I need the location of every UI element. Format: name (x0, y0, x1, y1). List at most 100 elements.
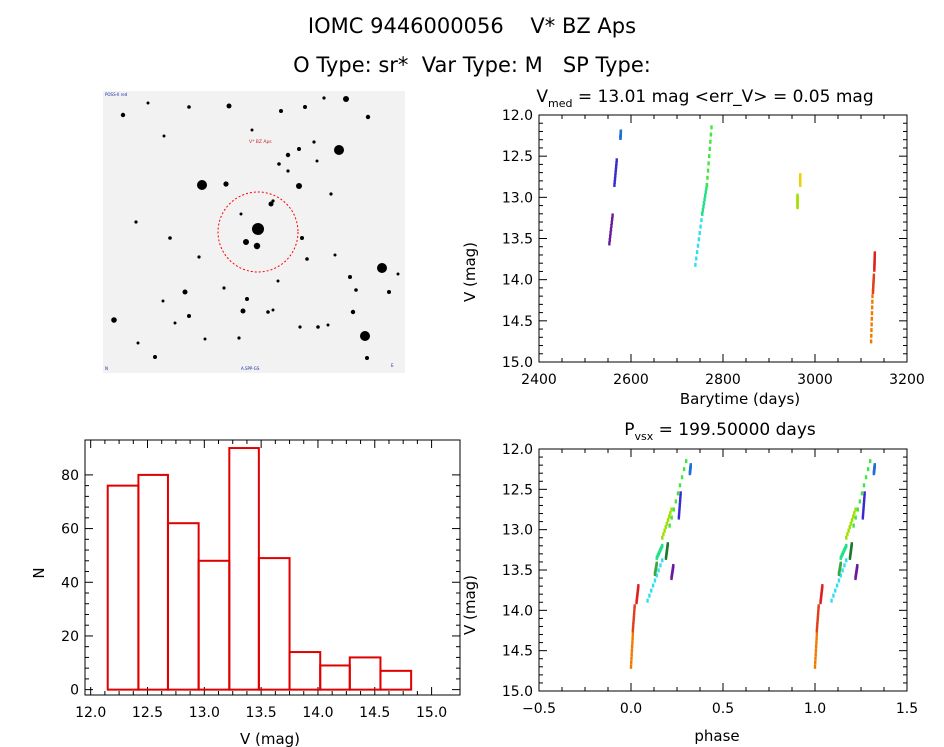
light-curve-title-sub: med (548, 97, 572, 110)
ph-point (851, 514, 855, 519)
ph-point (845, 558, 848, 563)
hist-frame (84, 439, 461, 696)
phased-curve-plot: −0.5 0.0 0.5 1.0 1.5 12.0 12.5 13.0 13.5 14.0 14.5… (502, 442, 918, 717)
lc-point (873, 257, 876, 262)
ph-point (637, 584, 640, 589)
ph-point (821, 584, 824, 589)
ph-point (630, 644, 634, 649)
lc-point (709, 139, 712, 144)
histogram-chart: 12.0 12.5 13.0 13.5 14.0 14.5 15.0 0 20 40 60 80 V … (30, 439, 461, 747)
ph-point (814, 644, 818, 649)
ph-point (815, 625, 819, 630)
ph-point (662, 532, 665, 537)
ph-point (843, 563, 846, 568)
lc-point (703, 193, 707, 198)
lc-point (609, 230, 612, 235)
lc-point (700, 218, 703, 223)
lc-point (871, 285, 875, 290)
ph-point (630, 656, 633, 661)
ph-point (689, 463, 692, 468)
ph-xtick-label: 0.5 (712, 701, 734, 717)
lc-ytick-label: 12.0 (502, 108, 533, 124)
ph-point (657, 568, 660, 573)
ph-point (633, 604, 636, 609)
lc-point (870, 328, 873, 333)
ph-point (832, 593, 835, 598)
ph-point (632, 613, 636, 618)
ph-xtick-label: 1.0 (804, 701, 826, 717)
lc-point (695, 256, 698, 261)
lc-point (614, 173, 617, 178)
histogram-bar (106, 484, 140, 691)
lc-ytick-label: 15.0 (502, 355, 533, 371)
ph-point (858, 499, 862, 504)
histogram-bar (197, 559, 231, 691)
ph-point (666, 518, 670, 523)
ph-point (856, 563, 859, 568)
ph-point (632, 619, 635, 624)
ph-point (631, 632, 635, 637)
histogram-ylabel: N (30, 567, 48, 578)
histogram-plot: 12.0 12.5 13.0 13.5 14.0 14.5 15.0 0 20 40 60 80 (61, 439, 461, 721)
lc-point (609, 227, 613, 232)
ph-point (666, 542, 669, 547)
ph-point (845, 543, 848, 548)
lc-point (608, 237, 611, 242)
ph-point (816, 616, 819, 621)
lc-point (705, 186, 708, 191)
ph-point (679, 491, 682, 496)
lc-point (872, 273, 876, 278)
ph-point (837, 578, 841, 583)
lc-point (873, 251, 876, 256)
ph-point (815, 636, 818, 641)
hist-ytick-label: 60 (61, 522, 79, 538)
lc-point (608, 234, 612, 239)
lc-point (870, 311, 874, 316)
histogram-bar (166, 522, 200, 691)
lc-xtick-label: 2600 (613, 372, 649, 388)
lc-point (799, 173, 802, 178)
ph-point (676, 491, 680, 496)
lc-point (613, 176, 617, 181)
ph-point (819, 598, 822, 603)
ph-point (864, 475, 868, 480)
lc-point (610, 223, 613, 228)
ph-point (677, 515, 681, 520)
lc-point (869, 339, 873, 344)
ph-point (846, 532, 849, 537)
sky-stars (111, 96, 400, 360)
ph-point (866, 467, 870, 472)
lc-point (706, 168, 710, 173)
lc-ytick-label: 14.5 (502, 314, 533, 330)
sky-image: POSS-II red V* BZ Aps A.SPP-GS N E (103, 91, 405, 373)
ph-point (830, 598, 833, 603)
ph-point (631, 636, 634, 641)
ph-point (862, 503, 865, 508)
ph-ytick-label: 15.0 (502, 684, 533, 700)
ph-xtick-label: 1.5 (896, 701, 918, 717)
light-curve-title-main: V (536, 87, 548, 107)
histogram-bar (319, 664, 351, 691)
ph-point (839, 573, 842, 578)
sky-target-label: V* BZ Aps (249, 139, 272, 145)
ph-point (817, 607, 820, 612)
ph-point (635, 596, 639, 601)
lc-point (871, 299, 874, 304)
ph-point (817, 610, 820, 615)
hist-xtick-label: 13.5 (246, 705, 277, 721)
ph-point (863, 491, 866, 496)
ph-point (816, 619, 819, 624)
ph-point (653, 578, 657, 583)
ph-point (677, 512, 681, 517)
lc-point (871, 290, 875, 295)
histogram-bar (257, 557, 291, 691)
lc-point (614, 167, 618, 172)
ph-point (630, 660, 633, 665)
phased-curve-title: Pvsx = 199.50000 days (624, 420, 816, 443)
lc-point (708, 154, 711, 159)
lc-point (610, 216, 614, 221)
phased-curve-title-rest: = 199.50000 days (653, 420, 816, 440)
ph-point (873, 463, 876, 468)
ph-point (661, 535, 664, 540)
ph-point (814, 656, 817, 661)
